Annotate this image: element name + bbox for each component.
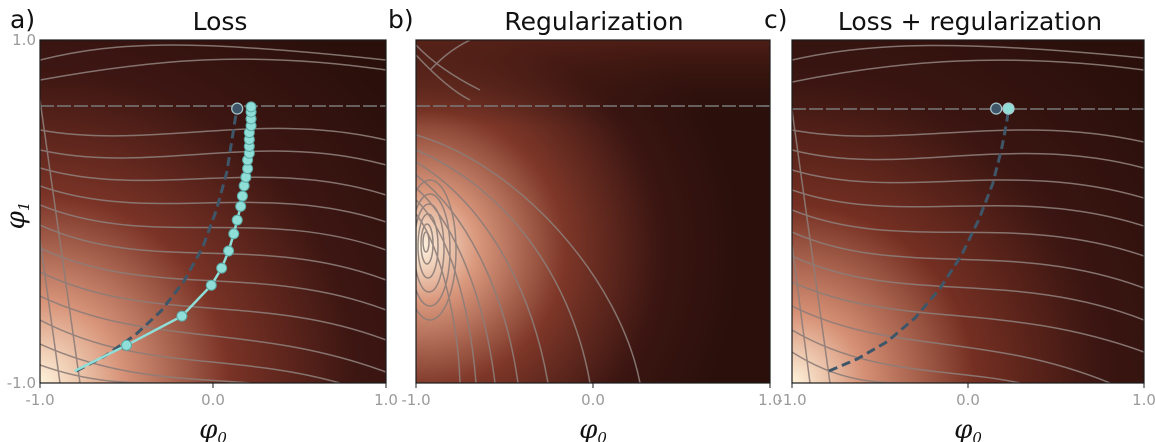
panel-a-paths: [74, 101, 257, 373]
panel-b-xtick-label: -1.0: [401, 391, 430, 409]
panel-c-dashed-path: [828, 108, 1010, 373]
panel-b-xtick-label: 0.0: [581, 391, 605, 409]
panel-a-descent-point: [205, 279, 217, 291]
panel-a-dashed-endpoint: [231, 102, 244, 115]
panel-c-xtick-label: 0.0: [956, 391, 980, 409]
panel-b-label: b): [388, 5, 414, 34]
panel-b-title: Regularization: [504, 7, 683, 36]
panel-c-paths: [828, 102, 1015, 373]
panel-c: c) Loss + regularization: [764, 5, 1145, 384]
panel-a-descent-point: [231, 214, 243, 226]
panel-a-descent-point: [121, 339, 132, 351]
panel-b-xlabel: φ0: [579, 415, 607, 442]
panel-b-xtick-label: 1.0: [758, 391, 782, 409]
panel-a-descent-point: [236, 190, 248, 202]
panel-a-ylabel: φ1: [1, 202, 33, 230]
panel-c-xlabel: φ0: [954, 415, 982, 442]
panel-a-label: a): [10, 5, 35, 34]
panel-a-xtick-label: 0.0: [201, 391, 225, 409]
panel-b-contours: [416, 40, 641, 383]
panel-b: b) Regularization: [388, 5, 771, 384]
panel-a-descent-point: [176, 310, 188, 322]
panel-c-endpoint: [1002, 102, 1015, 115]
panel-a-xtick-label: 1.0: [374, 391, 398, 409]
panel-a-ytick-label: -1.0: [7, 374, 36, 392]
panel-a-descent-point: [216, 262, 228, 274]
panel-c-xtick-label: 1.0: [1132, 391, 1155, 409]
panel-a-descent-point: [228, 228, 240, 240]
panel-a-xtick-label: -1.0: [25, 391, 54, 409]
panel-a: a) Loss: [10, 5, 387, 384]
panel-a-xlabel: φ0: [199, 415, 227, 442]
panel-a-descent-point: [245, 101, 257, 113]
panel-a-descent-point: [223, 245, 235, 257]
panel-c-heatmap: [792, 40, 1144, 383]
panel-c-title: Loss + regularization: [838, 7, 1102, 36]
panel-c-endpoint: [990, 102, 1003, 115]
panel-a-ytick-label: 1.0: [12, 31, 36, 49]
panel-a-heatmap: [40, 40, 386, 383]
panel-a-title: Loss: [193, 7, 248, 36]
panel-c-xtick-label: -1.0: [777, 391, 806, 409]
panel-a-descent-point: [235, 200, 247, 212]
panel-c-label: c): [764, 5, 788, 34]
